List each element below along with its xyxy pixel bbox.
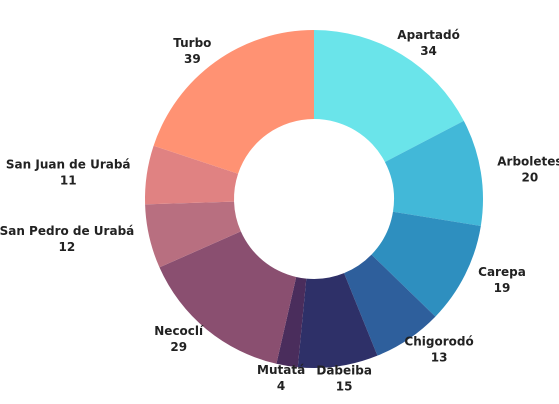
value-label: 12 [59,240,76,254]
donut-segment [371,211,481,317]
donut-segment [344,254,436,356]
donut-segment [145,201,241,268]
segment-label: Apartadó [397,28,460,42]
donut-segment [384,120,483,226]
segment-label: Mutatá [257,363,305,377]
segment-label: Dabeiba [316,364,372,378]
value-label: 34 [420,44,437,58]
value-label: 13 [431,350,448,364]
value-label: 39 [184,52,201,66]
segment-label: San Pedro de Urabá [0,224,134,238]
value-label: 29 [170,340,187,354]
donut-segment [153,30,314,174]
donut-segment [276,276,307,368]
value-label: 20 [522,170,539,184]
segment-label: Chigorodó [404,334,473,348]
value-label: 15 [336,380,353,394]
donut-segment [145,145,239,205]
value-label: 11 [60,173,77,187]
segment-label: Turbo [173,36,211,50]
donut-segment [314,30,464,162]
segment-label: Necoclí [154,324,204,338]
segment-label: Arboletes [497,154,559,168]
value-label: 4 [277,379,285,393]
donut-segment [159,231,297,364]
segment-label: San Juan de Urabá [6,157,131,171]
segment-label: Carepa [478,265,526,279]
value-label: 19 [494,281,511,295]
donut-segment [297,273,378,368]
